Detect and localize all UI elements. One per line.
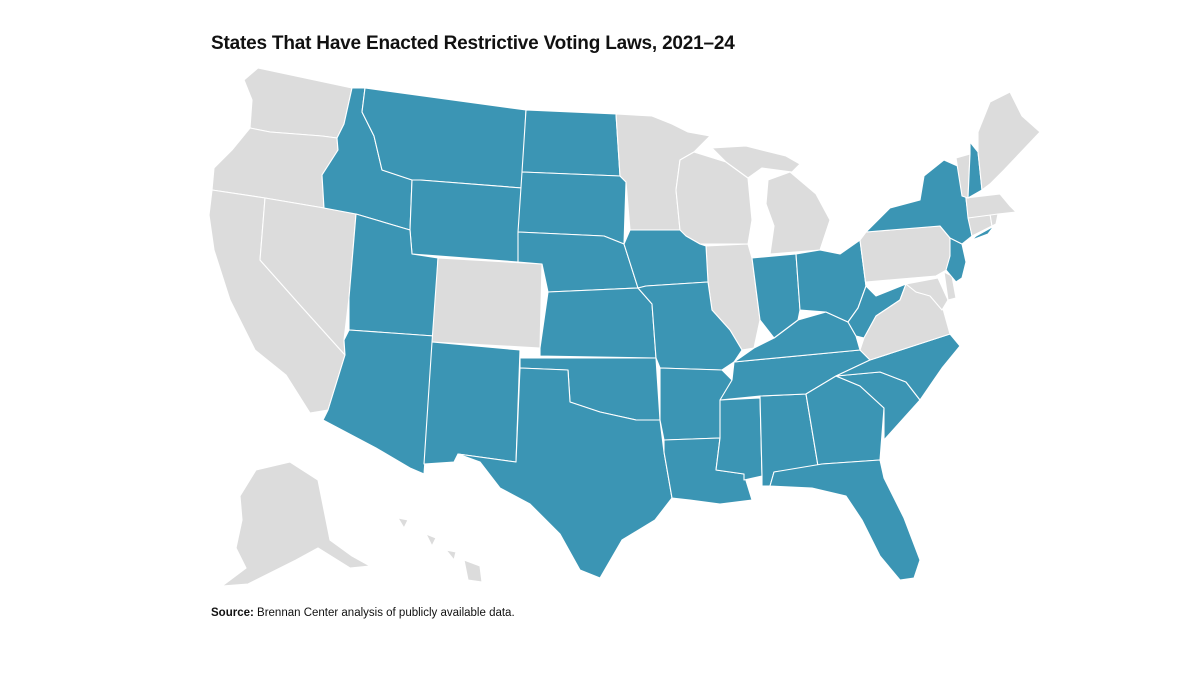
- state-CO: [431, 257, 543, 349]
- state-PA: [859, 225, 951, 287]
- state-ME: [977, 91, 1041, 191]
- state-RI: [989, 213, 999, 227]
- state-MO: [637, 281, 743, 371]
- state-WA: [243, 67, 353, 139]
- state-AK: [221, 461, 371, 587]
- state-NJ: [945, 237, 967, 283]
- state-MA: [965, 193, 1017, 219]
- state-KS: [539, 287, 657, 359]
- state-OH: [795, 239, 867, 323]
- state-WY: [409, 179, 523, 263]
- source-text: Brennan Center analysis of publicly avai…: [253, 607, 515, 619]
- state-FL: [769, 459, 921, 581]
- state-MD: [905, 277, 949, 311]
- source-note: Source: Brennan Center analysis of publi…: [211, 607, 515, 619]
- source-label: Source:: [211, 607, 254, 619]
- state-HI: [397, 517, 483, 583]
- state-IA: [623, 229, 709, 289]
- state-MS: [715, 397, 763, 481]
- map-title: States That Have Enacted Restrictive Vot…: [211, 33, 735, 54]
- state-NH: [967, 141, 983, 199]
- state-TX: [457, 367, 673, 579]
- state-NC: [835, 333, 961, 401]
- state-ND: [521, 109, 621, 177]
- state-NM: [423, 341, 521, 465]
